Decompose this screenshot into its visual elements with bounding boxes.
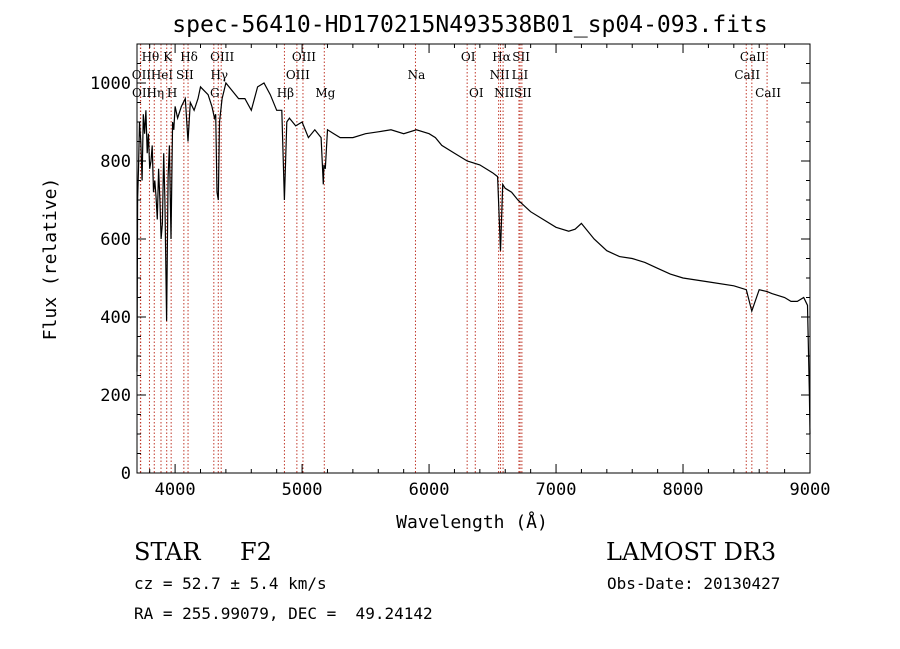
object-subclass: F2 [240,538,272,566]
survey-name: LAMOST DR3 [606,538,777,566]
series-layer [136,81,811,435]
spectral-line-label: HeI [151,68,174,82]
ticks-layer: 4000 5000 6000 7000 8000 9000 0 200 400 600 800 100… [90,43,831,500]
spectral-line-label: OIII [210,50,234,64]
spectral-line-label: Hη [146,86,164,100]
redshift-line: cz = 52.7 ± 5.4 km/s [134,574,327,593]
spectral-line-label: OIII [286,68,310,82]
object-type: STAR [134,538,201,566]
spectral-line-label: Hδ [180,50,198,64]
spectral-line-label: NII [494,86,514,100]
x-tick-label: 6000 [409,480,450,500]
x-tick-label: 4000 [155,480,196,500]
spectral-line-label: Mg [315,86,335,100]
x-axis-label: Wavelength (Å) [396,511,548,533]
spectral-line-label: SII [512,50,530,64]
x-tick-label: 8000 [663,480,704,500]
spectral-line-label: K [163,50,173,64]
y-tick-label: 1000 [90,74,131,94]
spectral-line-label: SII [514,86,532,100]
spectral-line-label: Hγ [210,68,228,82]
spectral-line-label: G [210,86,220,100]
spectral-line-label: NII [490,68,510,82]
x-tick-label: 5000 [282,480,323,500]
x-tick-label: 7000 [536,480,577,500]
spectral-line-label: OI [469,86,484,100]
spectral-line-label: H [167,86,177,100]
spectral-line-label: OI [461,50,476,64]
spectral-line-label: CaII [734,68,760,82]
y-tick-label: 600 [100,230,131,250]
y-tick-label: 0 [121,464,131,484]
chart-title: spec-56410-HD170215N493538B01_sp04-093.f… [172,12,767,38]
spectral-line-label: CaII [740,50,766,64]
spectral-line-label: OII [132,68,152,82]
observation-date: Obs-Date: 20130427 [607,574,781,593]
spectral-line-label: Na [408,68,426,82]
y-axis-label: Flux (relative) [40,178,61,341]
spectral-line-label: OIII [292,50,316,64]
spectral-line-label: SII [176,68,194,82]
spectral-line-label: LiI [512,68,529,82]
spectrum-line [136,81,811,435]
coordinates-line: RA = 255.99079, DEC = 49.24142 [134,604,433,623]
x-tick-label: 9000 [790,480,831,500]
spectral-line-label: CaII [755,86,781,100]
spectral-line-label: Hθ [142,50,160,64]
y-tick-label: 400 [100,308,131,328]
spectral-line-label: Hα [492,50,511,64]
spectral-line-label: Hβ [277,86,294,100]
plot-frame [136,43,811,474]
y-tick-label: 800 [100,152,131,172]
y-tick-label: 200 [100,386,131,406]
